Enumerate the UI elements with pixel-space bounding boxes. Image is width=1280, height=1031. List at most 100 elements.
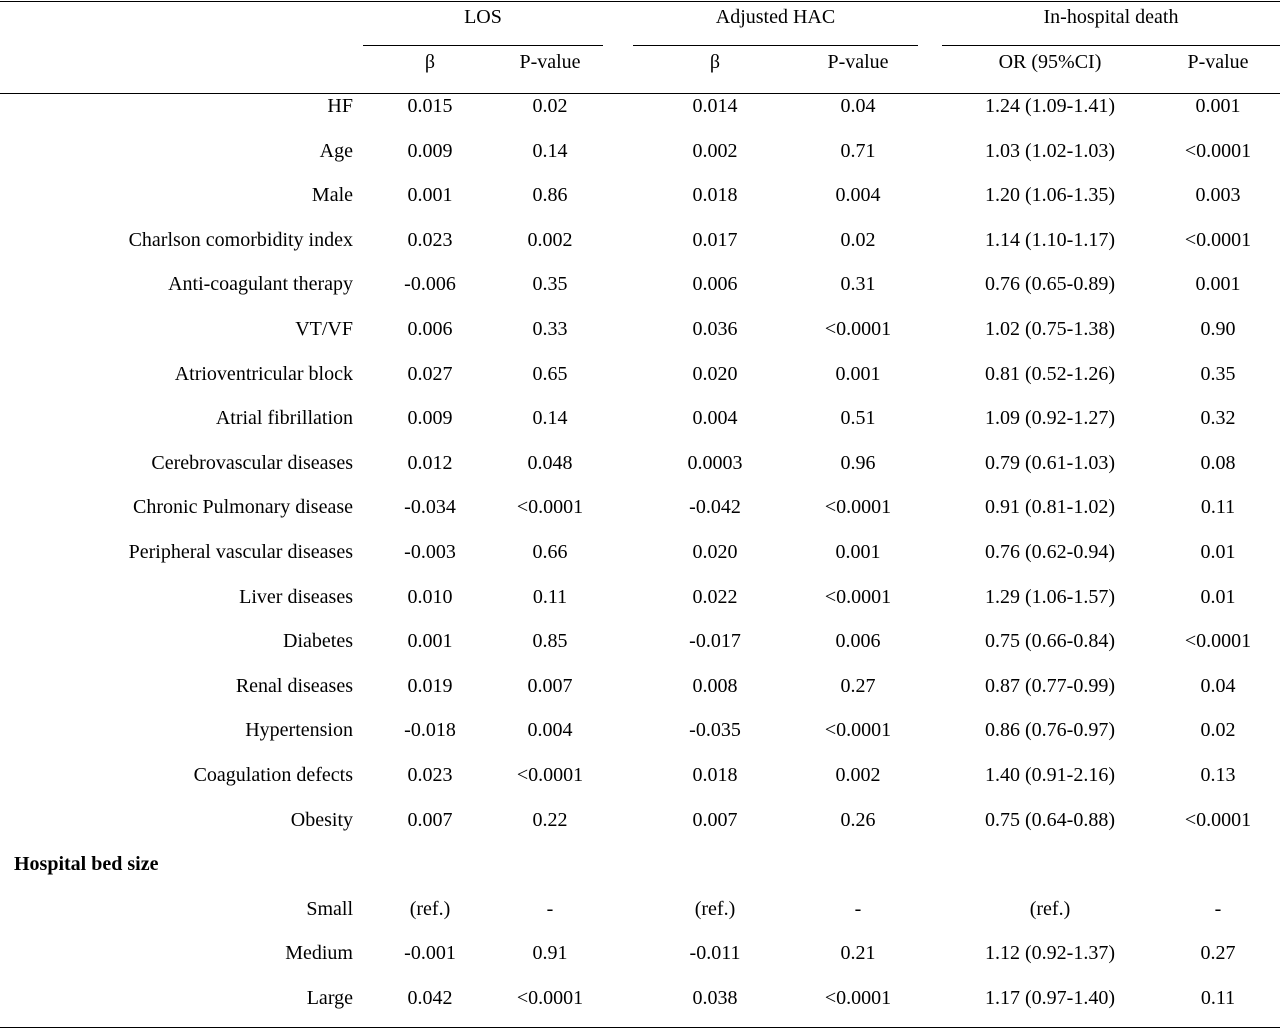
table-cell: (ref.)	[694, 898, 736, 920]
row-label: Obesity	[290, 809, 353, 831]
table-cell: 1.40 (0.91-2.16)	[985, 764, 1115, 786]
table-row: Atrioventricular block 0.027 0.65 0.020 0.00…	[0, 359, 1280, 389]
row-label: Small	[306, 898, 353, 920]
table-cell: 1.12 (0.92-1.37)	[985, 942, 1115, 964]
table-cell: 0.018	[692, 184, 738, 206]
table-cell: 0.007	[692, 809, 738, 831]
table-row: Male 0.001 0.86 0.018 0.004 1.20 (1.06-1.35) 0…	[0, 180, 1280, 210]
table-cell: 0.048	[527, 452, 573, 474]
table-row: Cerebrovascular diseases 0.012 0.048 0.0003…	[0, 448, 1280, 478]
row-label: Chronic Pulmonary disease	[133, 496, 353, 518]
table-row: Liver diseases 0.010 0.11 0.022 <0.0001 1.29 …	[0, 582, 1280, 612]
subheader-hac-beta: β	[709, 51, 721, 73]
table-cell: 0.007	[527, 675, 573, 697]
row-label: Liver diseases	[239, 586, 353, 608]
table-cell: <0.0001	[1184, 809, 1252, 831]
table-cell: 0.003	[1195, 184, 1241, 206]
row-label: VT/VF	[295, 318, 353, 340]
table-cell: 0.31	[840, 273, 876, 295]
row-label: Coagulation defects	[193, 764, 353, 786]
table-cell: <0.0001	[516, 987, 584, 1009]
table-row: Charlson comorbidity index 0.023 0.002 0.01…	[0, 225, 1280, 255]
table-cell: -0.017	[689, 630, 741, 652]
table-cell: 0.33	[532, 318, 568, 340]
table-cell: 0.004	[527, 719, 573, 741]
row-label: Anti-coagulant therapy	[168, 273, 353, 295]
table-cell: 0.79 (0.61-1.03)	[985, 452, 1115, 474]
table-cell: 0.21	[840, 942, 876, 964]
table-cell: -0.001	[404, 942, 456, 964]
table-cell: 1.24 (1.09-1.41)	[985, 95, 1115, 117]
table-cell: 0.001	[1195, 273, 1241, 295]
table-cell: 0.96	[840, 452, 876, 474]
table-cell: 0.010	[407, 586, 453, 608]
table-cell: 0.76 (0.65-0.89)	[985, 273, 1115, 295]
row-label: Atrial fibrillation	[215, 407, 353, 429]
table-cell: <0.0001	[1184, 140, 1252, 162]
table-cell: 0.002	[692, 140, 738, 162]
table-row: Large 0.042 <0.0001 0.038 <0.0001 1.17 (0.97-…	[0, 983, 1280, 1013]
table-cell: 1.09 (0.92-1.27)	[985, 407, 1115, 429]
table-cell: 0.019	[407, 675, 453, 697]
table-cell: 0.014	[692, 95, 738, 117]
table-cell: 0.036	[692, 318, 738, 340]
table-cell: 0.91 (0.81-1.02)	[985, 496, 1115, 518]
table-cell: 0.85	[532, 630, 568, 652]
table-cell: 0.11	[532, 586, 568, 608]
table-cell: <0.0001	[1184, 630, 1252, 652]
group-header-in-hospital-death: In-hospital death	[1043, 6, 1179, 28]
table-row: HF 0.015 0.02 0.014 0.04 1.24 (1.09-1.41) 0.00…	[0, 91, 1280, 121]
table-row: Coagulation defects 0.023 <0.0001 0.018 0.00…	[0, 760, 1280, 790]
table-row: Obesity 0.007 0.22 0.007 0.26 0.75 (0.64-0.88…	[0, 805, 1280, 835]
table-cell: <0.0001	[1184, 229, 1252, 251]
table-cell: 0.66	[532, 541, 568, 563]
row-label: HF	[327, 95, 353, 117]
table-row: Small (ref.) - (ref.) - (ref.) -	[0, 894, 1280, 924]
table-cell: 0.35	[1200, 363, 1236, 385]
group-header-los: LOS	[464, 6, 502, 28]
table-cell: 0.001	[1195, 95, 1241, 117]
table-cell: 0.02	[1200, 719, 1236, 741]
table-cell: 0.004	[692, 407, 738, 429]
row-label: Cerebrovascular diseases	[151, 452, 353, 474]
table-cell: <0.0001	[824, 496, 892, 518]
table-cell: 0.04	[1200, 675, 1236, 697]
table-cell: (ref.)	[409, 898, 451, 920]
table-cell: <0.0001	[824, 987, 892, 1009]
table-cell: 0.81 (0.52-1.26)	[985, 363, 1115, 385]
table-cell: 0.01	[1200, 541, 1236, 563]
table-cell: -0.003	[404, 541, 456, 563]
row-label: Hypertension	[245, 719, 353, 741]
table-cell: (ref.)	[1029, 898, 1071, 920]
table-cell: 0.02	[840, 229, 876, 251]
table-row: Chronic Pulmonary disease -0.034 <0.0001 -0…	[0, 492, 1280, 522]
table-cell: 0.35	[532, 273, 568, 295]
group-rule-in-hospital-death	[942, 45, 1280, 46]
table-cell: 0.018	[692, 764, 738, 786]
row-label: Diabetes	[283, 630, 353, 652]
table-row: Peripheral vascular diseases -0.003 0.66 0.…	[0, 537, 1280, 567]
table-cell: 0.0003	[687, 452, 743, 474]
row-label: Atrioventricular block	[174, 363, 353, 385]
table-cell: 0.08	[1200, 452, 1236, 474]
table-cell: 0.26	[840, 809, 876, 831]
table-cell: 0.13	[1200, 764, 1236, 786]
table-cell: 0.71	[840, 140, 876, 162]
table-cell: 1.20 (1.06-1.35)	[985, 184, 1115, 206]
row-label: Medium	[285, 942, 353, 964]
table-cell: 0.015	[407, 95, 453, 117]
table-cell: -0.035	[689, 719, 741, 741]
table-cell: 0.006	[692, 273, 738, 295]
table-cell: 0.65	[532, 363, 568, 385]
table-cell: 0.86 (0.76-0.97)	[985, 719, 1115, 741]
table-row: Diabetes 0.001 0.85 -0.017 0.006 0.75 (0.66-0…	[0, 626, 1280, 656]
table-cell: 0.023	[407, 764, 453, 786]
table-cell: 0.14	[532, 140, 568, 162]
table-cell: -0.018	[404, 719, 456, 741]
table-cell: 0.006	[835, 630, 881, 652]
table-cell: 0.009	[407, 140, 453, 162]
table-cell: -0.006	[404, 273, 456, 295]
table-cell: 0.76 (0.62-0.94)	[985, 541, 1115, 563]
table-cell: 1.17 (0.97-1.40)	[985, 987, 1115, 1009]
